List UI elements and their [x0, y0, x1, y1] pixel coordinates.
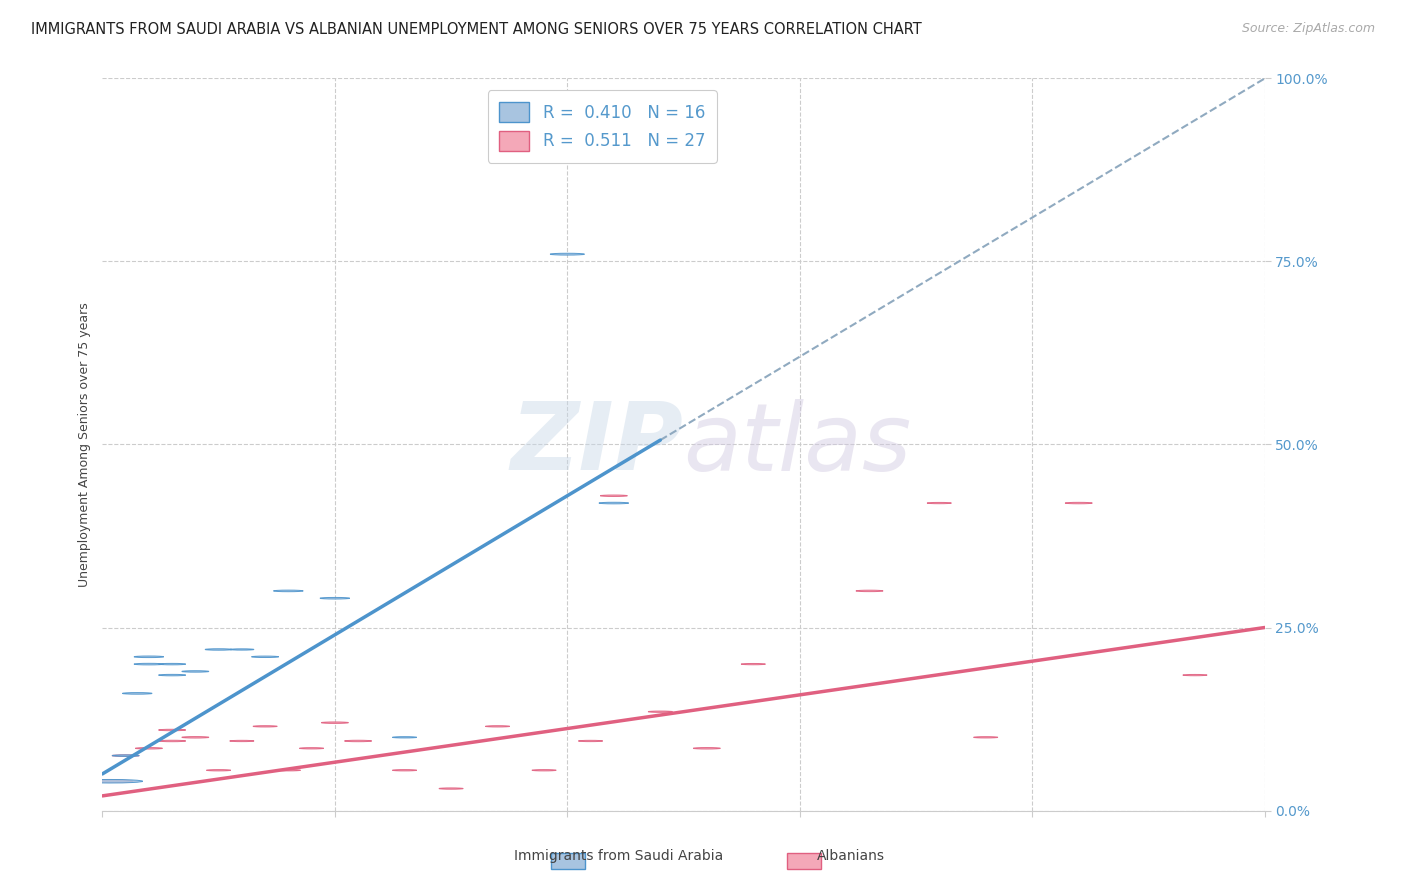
Text: Immigrants from Saudi Arabia: Immigrants from Saudi Arabia	[515, 849, 723, 863]
Ellipse shape	[392, 770, 416, 771]
Ellipse shape	[86, 780, 134, 782]
Ellipse shape	[600, 495, 627, 497]
Ellipse shape	[159, 740, 186, 742]
Text: IMMIGRANTS FROM SAUDI ARABIA VS ALBANIAN UNEMPLOYMENT AMONG SENIORS OVER 75 YEAR: IMMIGRANTS FROM SAUDI ARABIA VS ALBANIAN…	[31, 22, 922, 37]
Ellipse shape	[1182, 674, 1208, 676]
Ellipse shape	[973, 737, 998, 738]
Ellipse shape	[253, 726, 277, 727]
Ellipse shape	[112, 755, 139, 756]
Ellipse shape	[135, 747, 163, 749]
Ellipse shape	[207, 770, 231, 771]
Ellipse shape	[159, 674, 186, 676]
Ellipse shape	[531, 770, 557, 771]
Ellipse shape	[134, 664, 163, 665]
Ellipse shape	[485, 726, 510, 727]
Ellipse shape	[392, 737, 416, 738]
Ellipse shape	[112, 755, 139, 756]
Y-axis label: Unemployment Among Seniors over 75 years: Unemployment Among Seniors over 75 years	[79, 302, 91, 587]
Ellipse shape	[205, 648, 232, 650]
Ellipse shape	[1066, 502, 1092, 504]
Ellipse shape	[648, 711, 672, 713]
Ellipse shape	[181, 737, 209, 738]
Ellipse shape	[344, 740, 371, 742]
Text: atlas: atlas	[683, 399, 911, 490]
Ellipse shape	[321, 722, 349, 723]
Ellipse shape	[321, 598, 350, 599]
Ellipse shape	[299, 747, 323, 749]
Text: Albanians: Albanians	[817, 849, 884, 863]
Ellipse shape	[229, 740, 254, 741]
Legend: R =  0.410   N = 16, R =  0.511   N = 27: R = 0.410 N = 16, R = 0.511 N = 27	[488, 90, 717, 163]
Ellipse shape	[159, 730, 186, 731]
Ellipse shape	[134, 656, 163, 657]
Text: ZIP: ZIP	[510, 399, 683, 491]
Ellipse shape	[276, 770, 301, 771]
Ellipse shape	[599, 502, 628, 504]
Ellipse shape	[159, 664, 186, 665]
Ellipse shape	[927, 502, 952, 504]
Ellipse shape	[229, 648, 254, 650]
Ellipse shape	[122, 692, 152, 694]
Ellipse shape	[439, 788, 463, 789]
Ellipse shape	[578, 740, 603, 741]
Ellipse shape	[693, 747, 720, 749]
Ellipse shape	[741, 664, 765, 665]
Ellipse shape	[181, 671, 209, 673]
Text: Source: ZipAtlas.com: Source: ZipAtlas.com	[1241, 22, 1375, 36]
Ellipse shape	[76, 780, 142, 783]
Ellipse shape	[550, 253, 585, 255]
